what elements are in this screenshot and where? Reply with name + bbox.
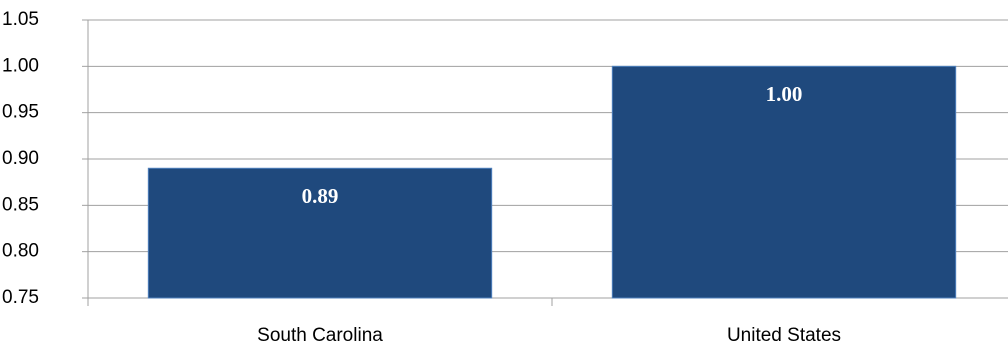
- bar: [611, 65, 957, 299]
- bar: [147, 167, 493, 299]
- y-tick-label: 0.95: [2, 102, 39, 123]
- value-label: 0.89: [302, 184, 339, 208]
- x-tick-label: United States: [727, 325, 841, 346]
- value-label: 1.00: [766, 82, 803, 106]
- y-tick-label: 0.75: [2, 287, 39, 308]
- y-tick-label: 0.85: [2, 194, 39, 215]
- y-tick-label: 1.05: [2, 9, 39, 30]
- y-tick-label: 1.00: [2, 55, 39, 76]
- y-tick-label: 0.90: [2, 148, 39, 169]
- y-tick-label: 0.80: [2, 241, 39, 262]
- x-tick-label: South Carolina: [257, 325, 383, 346]
